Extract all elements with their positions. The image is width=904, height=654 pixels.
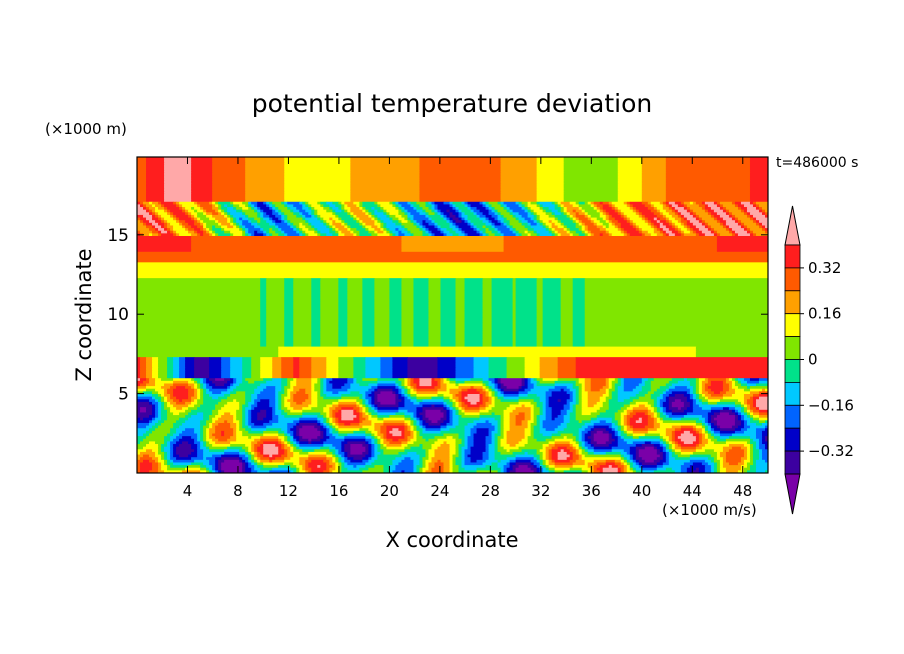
x-unit-label: (×1000 m/s) bbox=[662, 501, 757, 519]
colorbar-tick-label: 0 bbox=[808, 351, 818, 369]
x-axis-ticks: 4 8 12 16 20 24 28 32 36 40 44 48 bbox=[183, 157, 752, 500]
chart-title: potential temperature deviation bbox=[252, 89, 652, 118]
colorbar-tick-label: 0.32 bbox=[808, 259, 841, 277]
x-tick-label: 24 bbox=[430, 482, 449, 500]
plot-frame bbox=[136, 156, 769, 474]
y-tick-label: 15 bbox=[107, 226, 129, 246]
colorbar: 0.32 0.16 0 −0.16 −0.32 bbox=[784, 205, 854, 515]
x-tick-label: 8 bbox=[233, 482, 243, 500]
colorbar-box bbox=[784, 290, 801, 315]
x-tick-label: 12 bbox=[279, 482, 298, 500]
colorbar-tick-label: −0.32 bbox=[808, 442, 854, 460]
x-tick-label: 16 bbox=[329, 482, 348, 500]
x-tick-label: 4 bbox=[183, 482, 193, 500]
x-tick-label: 40 bbox=[632, 482, 651, 500]
colorbar-upper-extension bbox=[784, 205, 801, 246]
colorbar-lower-extension bbox=[784, 473, 801, 515]
colorbar-box bbox=[784, 244, 801, 269]
colorbar-box bbox=[784, 427, 801, 452]
colorbar-tick-label: 0.16 bbox=[808, 305, 841, 323]
x-tick-label: 44 bbox=[683, 482, 702, 500]
y-tick-label: 10 bbox=[107, 305, 129, 325]
y-tick-label: 5 bbox=[118, 385, 129, 405]
x-tick-label: 28 bbox=[481, 482, 500, 500]
x-tick-label: 48 bbox=[733, 482, 752, 500]
y-unit-label: (×1000 m) bbox=[45, 120, 127, 138]
colorbar-box bbox=[784, 359, 801, 383]
colorbar-tick-label: −0.16 bbox=[808, 396, 854, 414]
colorbar-box bbox=[784, 313, 801, 338]
contour-field bbox=[137, 157, 768, 473]
colorbar-box bbox=[784, 336, 801, 360]
colorbar-box bbox=[784, 381, 801, 406]
colorbar-box bbox=[784, 404, 801, 429]
x-tick-label: 36 bbox=[582, 482, 601, 500]
y-axis-label: Z coordinate bbox=[72, 248, 96, 381]
colorbar-box bbox=[784, 450, 801, 475]
x-tick-label: 20 bbox=[380, 482, 399, 500]
x-axis-label: X coordinate bbox=[385, 528, 518, 552]
y-axis-ticks: 5 10 15 bbox=[107, 226, 768, 405]
x-tick-label: 32 bbox=[531, 482, 550, 500]
time-label: t=486000 s bbox=[776, 155, 858, 171]
colorbar-box bbox=[784, 267, 801, 292]
